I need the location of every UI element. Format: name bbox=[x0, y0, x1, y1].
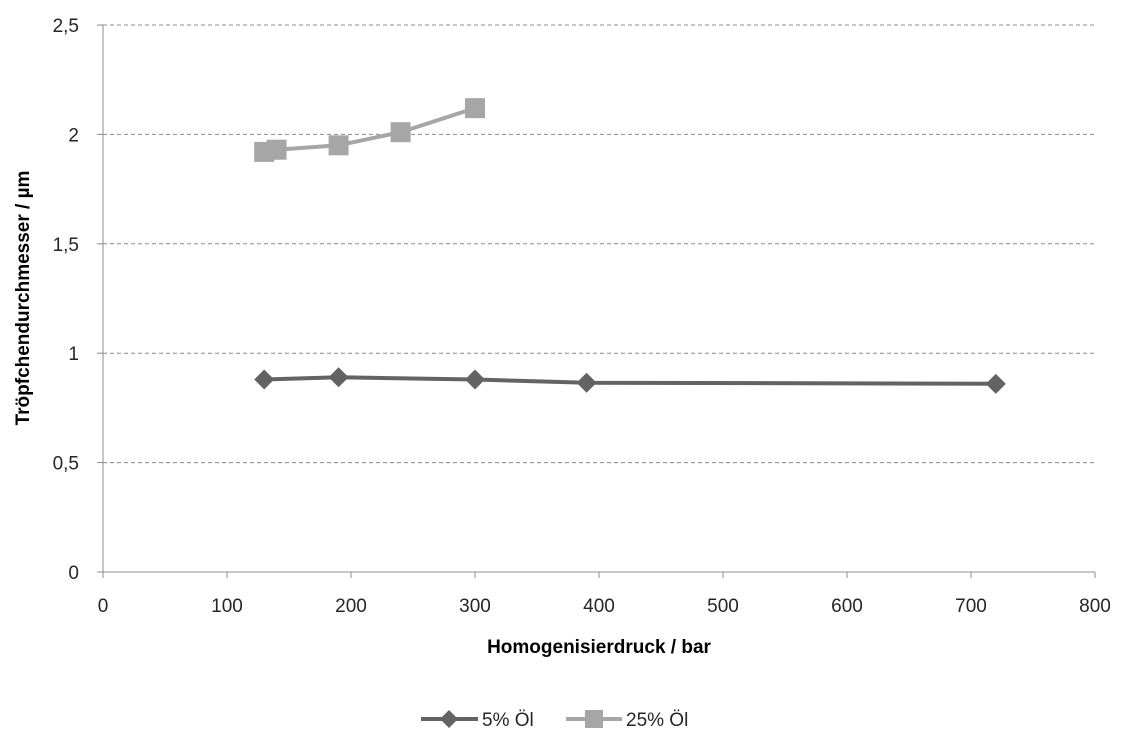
x-tick-label-1: 100 bbox=[211, 596, 243, 617]
x-tick-label-6: 600 bbox=[831, 596, 863, 617]
x-tick-label-7: 700 bbox=[955, 596, 987, 617]
legend-item-5-oel: 5% Öl bbox=[421, 710, 534, 731]
gridlines bbox=[103, 24, 1095, 464]
series-line-1 bbox=[262, 106, 477, 154]
y-axis-title: Tröpfchendurchmesser / µm bbox=[13, 171, 34, 426]
series-5-oel bbox=[254, 367, 1006, 394]
data-point-diamond-0 bbox=[254, 369, 275, 390]
x-tick-label-4: 400 bbox=[583, 596, 615, 617]
x-tick-labels: 0 100 200 300 400 500 600 700 800 bbox=[98, 596, 1111, 617]
axes bbox=[97, 24, 1096, 578]
series-25-oel bbox=[254, 98, 485, 162]
data-point-diamond-4 bbox=[985, 373, 1006, 394]
data-point-diamond-2 bbox=[465, 369, 485, 390]
data-point-diamond-1 bbox=[328, 367, 349, 388]
x-tick-label-2: 200 bbox=[335, 596, 367, 617]
y-tick-label-4: 2 bbox=[68, 125, 79, 146]
data-point-square-2 bbox=[328, 135, 349, 156]
y-tick-label-3: 1,5 bbox=[53, 235, 79, 256]
data-point-square-1 bbox=[266, 139, 287, 160]
x-tick-label-5: 500 bbox=[707, 596, 739, 617]
y-tick-labels: 0 0,5 1 1,5 2 2,5 bbox=[53, 16, 79, 584]
y-tick-label-0: 0 bbox=[68, 563, 79, 584]
data-point-square-3 bbox=[390, 122, 411, 143]
legend-marker-square bbox=[585, 710, 603, 728]
data-point-diamond-3 bbox=[576, 372, 597, 393]
legend-label-5-oel: 5% Öl bbox=[482, 710, 534, 731]
legend-item-25-oel: 25% Öl bbox=[566, 710, 688, 731]
x-tick-label-0: 0 bbox=[98, 596, 109, 617]
x-tick-label-8: 800 bbox=[1079, 596, 1111, 617]
legend-marker-diamond bbox=[440, 710, 458, 728]
x-tick-label-3: 300 bbox=[459, 596, 491, 617]
data-series bbox=[254, 98, 1006, 394]
y-tick-label-5: 2,5 bbox=[53, 16, 79, 37]
y-tick-label-1: 0,5 bbox=[53, 454, 79, 475]
series-line-0 bbox=[262, 375, 998, 386]
legend: 5% Öl 25% Öl bbox=[421, 710, 688, 731]
legend-label-25-oel: 25% Öl bbox=[626, 710, 688, 731]
y-tick-label-2: 1 bbox=[68, 344, 79, 365]
x-axis-title: Homogenisierdruck / bar bbox=[487, 637, 711, 658]
data-point-square-4 bbox=[465, 98, 485, 119]
